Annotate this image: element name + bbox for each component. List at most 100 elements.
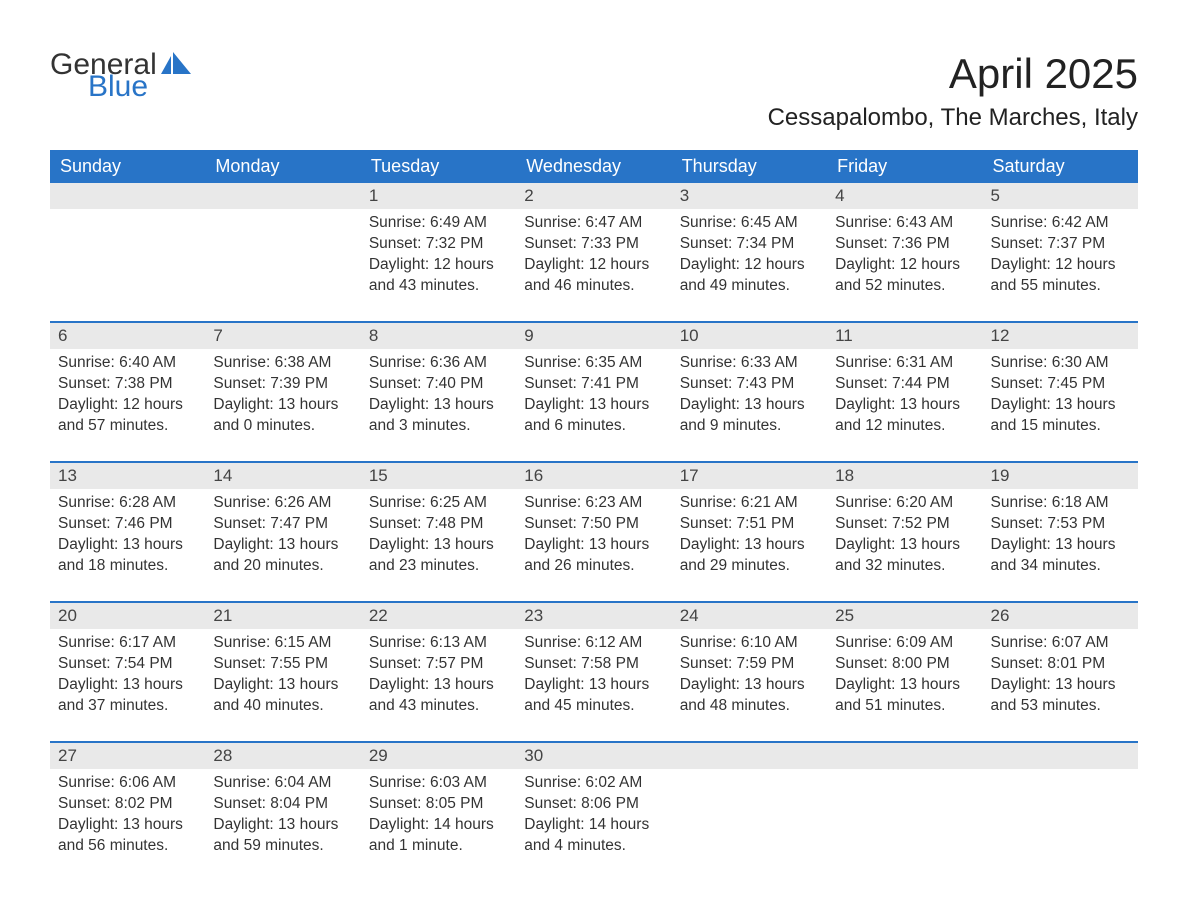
day-number: 29 xyxy=(361,743,516,769)
day-number: 10 xyxy=(672,323,827,349)
day-body: Sunrise: 6:31 AMSunset: 7:44 PMDaylight:… xyxy=(827,349,982,439)
day-number: 3 xyxy=(672,183,827,209)
weekday-header: Friday xyxy=(827,150,982,183)
day-line: Sunrise: 6:26 AM xyxy=(213,493,352,514)
day-cell: 1Sunrise: 6:49 AMSunset: 7:32 PMDaylight… xyxy=(361,183,516,303)
day-line: Sunset: 7:34 PM xyxy=(680,234,819,255)
day-cell: 3Sunrise: 6:45 AMSunset: 7:34 PMDaylight… xyxy=(672,183,827,303)
weekday-header: Saturday xyxy=(983,150,1138,183)
day-number: 8 xyxy=(361,323,516,349)
day-number: 23 xyxy=(516,603,671,629)
day-line: Sunset: 7:54 PM xyxy=(58,654,197,675)
day-line: Sunset: 7:50 PM xyxy=(524,514,663,535)
day-body xyxy=(672,769,827,775)
day-line: Sunset: 7:51 PM xyxy=(680,514,819,535)
day-line: Sunset: 7:59 PM xyxy=(680,654,819,675)
day-number: 2 xyxy=(516,183,671,209)
day-body: Sunrise: 6:17 AMSunset: 7:54 PMDaylight:… xyxy=(50,629,205,719)
day-line: Daylight: 14 hours and 1 minute. xyxy=(369,815,508,857)
day-number xyxy=(827,743,982,769)
week-row: 13Sunrise: 6:28 AMSunset: 7:46 PMDayligh… xyxy=(50,461,1138,583)
day-cell: 11Sunrise: 6:31 AMSunset: 7:44 PMDayligh… xyxy=(827,323,982,443)
day-number: 25 xyxy=(827,603,982,629)
day-body xyxy=(50,209,205,215)
day-cell: 29Sunrise: 6:03 AMSunset: 8:05 PMDayligh… xyxy=(361,743,516,863)
day-cell xyxy=(205,183,360,303)
day-number: 14 xyxy=(205,463,360,489)
day-number: 15 xyxy=(361,463,516,489)
day-line: Sunrise: 6:13 AM xyxy=(369,633,508,654)
day-line: Daylight: 13 hours and 45 minutes. xyxy=(524,675,663,717)
day-cell: 23Sunrise: 6:12 AMSunset: 7:58 PMDayligh… xyxy=(516,603,671,723)
day-line: Sunrise: 6:06 AM xyxy=(58,773,197,794)
day-cell: 27Sunrise: 6:06 AMSunset: 8:02 PMDayligh… xyxy=(50,743,205,863)
day-number: 16 xyxy=(516,463,671,489)
day-number: 6 xyxy=(50,323,205,349)
day-number: 5 xyxy=(983,183,1138,209)
day-number: 9 xyxy=(516,323,671,349)
day-body xyxy=(205,209,360,215)
weekday-header: Wednesday xyxy=(516,150,671,183)
day-number: 26 xyxy=(983,603,1138,629)
day-line: Daylight: 14 hours and 4 minutes. xyxy=(524,815,663,857)
day-line: Daylight: 13 hours and 3 minutes. xyxy=(369,395,508,437)
day-body xyxy=(983,769,1138,775)
day-body: Sunrise: 6:36 AMSunset: 7:40 PMDaylight:… xyxy=(361,349,516,439)
month-title: April 2025 xyxy=(768,50,1138,98)
day-line: Daylight: 13 hours and 29 minutes. xyxy=(680,535,819,577)
top-bar: General Blue April 2025 Cessapalombo, Th… xyxy=(50,50,1138,132)
week-row: 1Sunrise: 6:49 AMSunset: 7:32 PMDaylight… xyxy=(50,183,1138,303)
day-cell: 24Sunrise: 6:10 AMSunset: 7:59 PMDayligh… xyxy=(672,603,827,723)
day-body: Sunrise: 6:33 AMSunset: 7:43 PMDaylight:… xyxy=(672,349,827,439)
day-line: Sunrise: 6:07 AM xyxy=(991,633,1130,654)
day-cell: 10Sunrise: 6:33 AMSunset: 7:43 PMDayligh… xyxy=(672,323,827,443)
weekday-header: Monday xyxy=(205,150,360,183)
day-cell: 13Sunrise: 6:28 AMSunset: 7:46 PMDayligh… xyxy=(50,463,205,583)
day-line: Daylight: 12 hours and 46 minutes. xyxy=(524,255,663,297)
day-line: Sunset: 7:52 PM xyxy=(835,514,974,535)
day-line: Daylight: 13 hours and 53 minutes. xyxy=(991,675,1130,717)
day-body xyxy=(827,769,982,775)
day-line: Sunrise: 6:18 AM xyxy=(991,493,1130,514)
day-line: Daylight: 13 hours and 23 minutes. xyxy=(369,535,508,577)
day-line: Daylight: 13 hours and 0 minutes. xyxy=(213,395,352,437)
day-line: Sunrise: 6:49 AM xyxy=(369,213,508,234)
day-line: Sunset: 7:57 PM xyxy=(369,654,508,675)
day-line: Sunset: 7:43 PM xyxy=(680,374,819,395)
day-line: Sunrise: 6:33 AM xyxy=(680,353,819,374)
day-body: Sunrise: 6:09 AMSunset: 8:00 PMDaylight:… xyxy=(827,629,982,719)
day-cell: 25Sunrise: 6:09 AMSunset: 8:00 PMDayligh… xyxy=(827,603,982,723)
day-number: 11 xyxy=(827,323,982,349)
day-line: Sunrise: 6:23 AM xyxy=(524,493,663,514)
title-block: April 2025 Cessapalombo, The Marches, It… xyxy=(768,50,1138,132)
day-line: Sunrise: 6:25 AM xyxy=(369,493,508,514)
day-line: Sunset: 7:46 PM xyxy=(58,514,197,535)
day-line: Sunset: 7:39 PM xyxy=(213,374,352,395)
day-line: Daylight: 13 hours and 12 minutes. xyxy=(835,395,974,437)
weekday-header: Tuesday xyxy=(361,150,516,183)
day-number xyxy=(50,183,205,209)
day-number: 20 xyxy=(50,603,205,629)
week-row: 27Sunrise: 6:06 AMSunset: 8:02 PMDayligh… xyxy=(50,741,1138,863)
day-line: Sunset: 7:41 PM xyxy=(524,374,663,395)
day-line: Daylight: 13 hours and 48 minutes. xyxy=(680,675,819,717)
day-line: Sunrise: 6:38 AM xyxy=(213,353,352,374)
day-line: Daylight: 13 hours and 20 minutes. xyxy=(213,535,352,577)
day-number: 7 xyxy=(205,323,360,349)
day-line: Sunrise: 6:10 AM xyxy=(680,633,819,654)
day-line: Sunset: 7:38 PM xyxy=(58,374,197,395)
day-body: Sunrise: 6:18 AMSunset: 7:53 PMDaylight:… xyxy=(983,489,1138,579)
day-line: Sunrise: 6:09 AM xyxy=(835,633,974,654)
day-line: Daylight: 12 hours and 55 minutes. xyxy=(991,255,1130,297)
day-cell: 9Sunrise: 6:35 AMSunset: 7:41 PMDaylight… xyxy=(516,323,671,443)
day-line: Daylight: 13 hours and 9 minutes. xyxy=(680,395,819,437)
day-number: 13 xyxy=(50,463,205,489)
day-cell: 12Sunrise: 6:30 AMSunset: 7:45 PMDayligh… xyxy=(983,323,1138,443)
day-line: Sunrise: 6:31 AM xyxy=(835,353,974,374)
day-body: Sunrise: 6:42 AMSunset: 7:37 PMDaylight:… xyxy=(983,209,1138,299)
day-line: Sunrise: 6:02 AM xyxy=(524,773,663,794)
day-line: Sunset: 7:33 PM xyxy=(524,234,663,255)
day-number: 27 xyxy=(50,743,205,769)
day-line: Sunset: 7:55 PM xyxy=(213,654,352,675)
day-number xyxy=(205,183,360,209)
